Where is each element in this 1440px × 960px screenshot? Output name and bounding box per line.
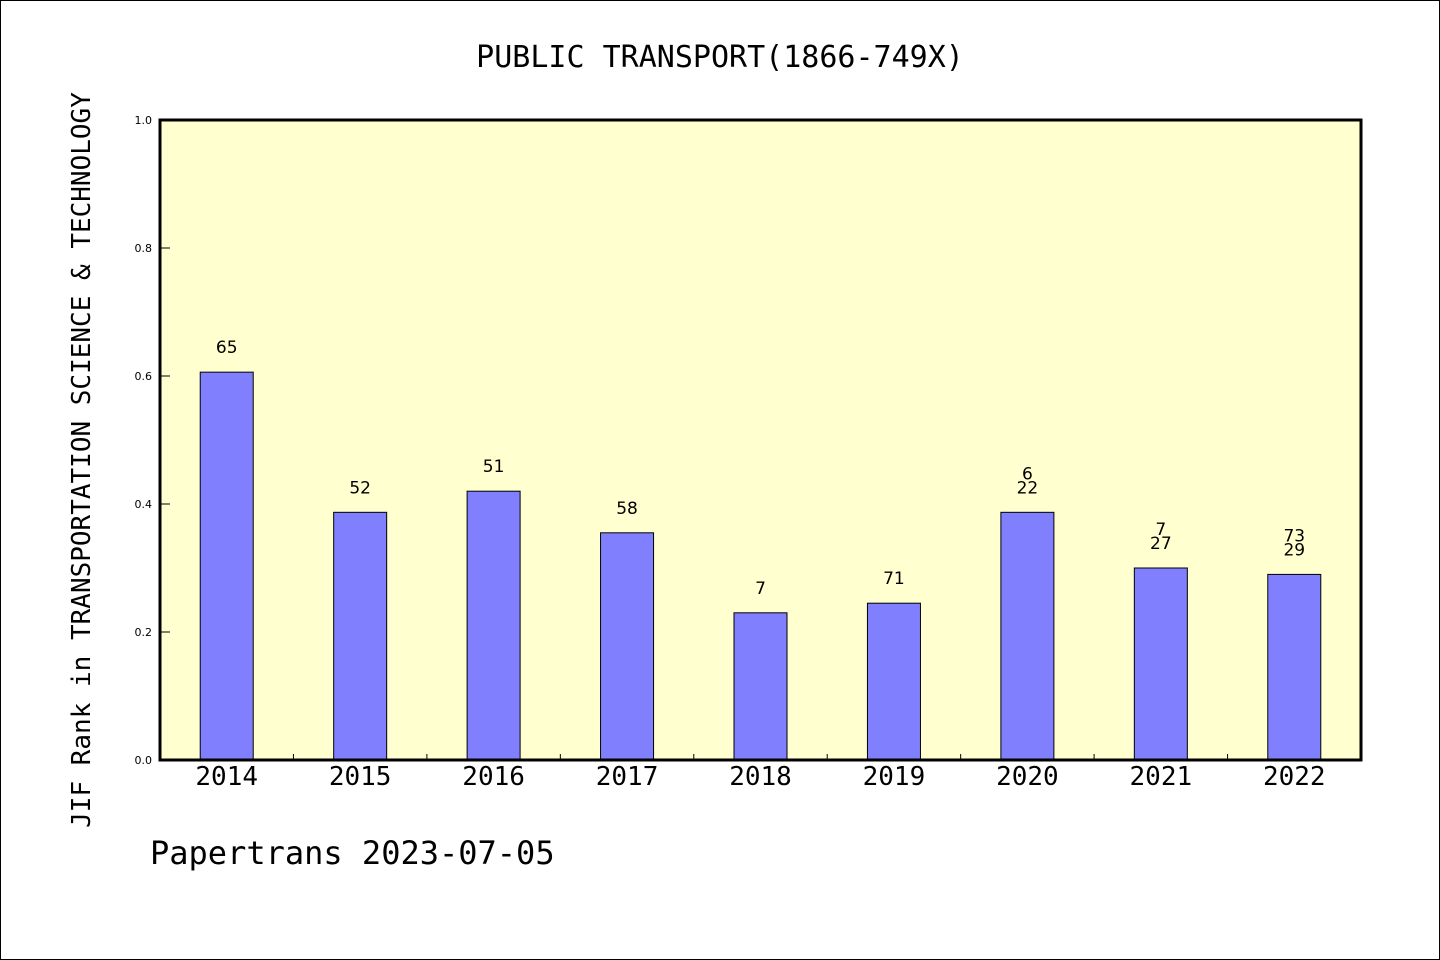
bar-2018 [733, 612, 788, 761]
y-tick-label: 0.6 [135, 370, 153, 383]
value-label: 22 [1017, 478, 1039, 498]
plot-border [158, 118, 1363, 762]
y-tick-label: 0.8 [135, 242, 153, 255]
bar-2019 [866, 602, 921, 761]
x-tick-labels: 2014 2015 2016 2017 2018 2019 2020 2021 2022 [195, 754, 1326, 792]
bar-2020 [1000, 511, 1055, 761]
value-label: 73 [1283, 526, 1305, 546]
x-tick-label: 2014 [195, 762, 258, 792]
bar-2016 [466, 490, 521, 761]
x-tick-label: 2016 [462, 762, 525, 792]
chart-title: PUBLIC TRANSPORT(1866-749X) [476, 40, 964, 75]
y-axis-label: JIF Rank in TRANSPORTATION SCIENCE & TEC… [67, 92, 97, 828]
x-tick-label: 2021 [1130, 762, 1193, 792]
value-label: 6 [1022, 464, 1033, 484]
x-tick-label: 2019 [863, 762, 926, 792]
footer-text: Papertrans 2023-07-05 [150, 834, 555, 872]
bar-2017 [600, 532, 655, 761]
value-label: 7 [755, 579, 766, 599]
x-tick-label: 2017 [596, 762, 659, 792]
value-label: 51 [483, 457, 505, 477]
y-tick-label: 1.0 [135, 114, 153, 127]
x-tick-label: 2018 [729, 762, 792, 792]
value-label: 65 [216, 338, 238, 358]
value-label: 52 [349, 478, 371, 498]
bar-2021 [1133, 567, 1188, 761]
x-tick-label: 2022 [1263, 762, 1326, 792]
value-label: 58 [616, 499, 638, 519]
y-tick-label: 0.0 [135, 754, 153, 767]
y-tick-label: 0.4 [135, 498, 153, 511]
bars-group [199, 371, 1322, 761]
x-tick-label: 2020 [996, 762, 1059, 792]
value-label: 7 [1155, 520, 1166, 540]
value-label: 29 [1283, 540, 1305, 560]
y-tick-label: 0.2 [135, 626, 153, 639]
bar-2015 [333, 511, 388, 761]
x-tick-label: 2015 [329, 762, 392, 792]
value-label: 27 [1150, 534, 1172, 554]
bar-2022 [1267, 573, 1322, 761]
value-label: 71 [883, 569, 905, 589]
bar-2014 [199, 371, 254, 761]
